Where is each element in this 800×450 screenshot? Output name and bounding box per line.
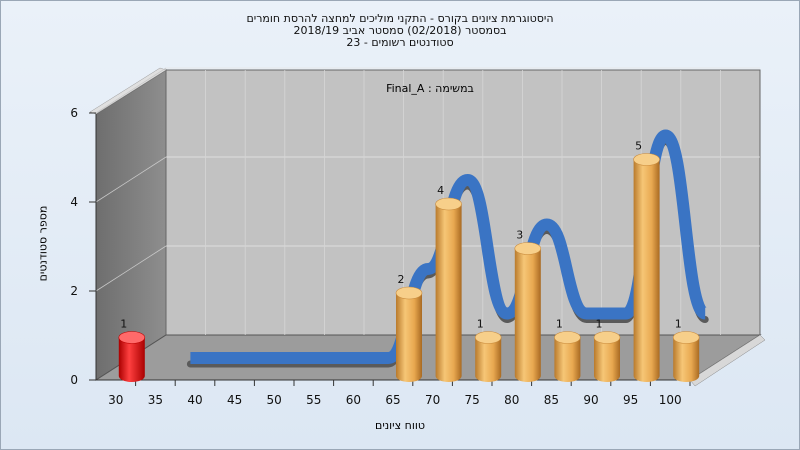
y-tick-label: 2 xyxy=(70,284,78,298)
x-tick-label: 30 xyxy=(108,393,123,407)
y-tick-label: 6 xyxy=(70,106,78,120)
bar-top-30 xyxy=(118,331,146,344)
gridline-side xyxy=(95,67,167,114)
x-tick-label: 65 xyxy=(385,393,400,407)
chart-student-count: סטודנטים רשומים - 23 xyxy=(346,36,454,49)
bar-top-100 xyxy=(672,331,700,344)
bar-top-90 xyxy=(593,331,621,344)
data-label-75: 1 xyxy=(477,318,484,331)
x-tick-label: 75 xyxy=(465,393,480,407)
bars: 1 2 4 1 3 1 1 5 1 xyxy=(118,140,700,382)
y-tick-label: 0 xyxy=(70,373,78,387)
x-tick-label: 40 xyxy=(187,393,202,407)
bar-top-85 xyxy=(554,331,581,344)
gridline-side xyxy=(95,245,167,292)
bar-top-70 xyxy=(435,197,462,211)
chart-subtitle: Final_A : במשימה xyxy=(386,82,474,95)
data-label-65: 2 xyxy=(398,273,405,286)
x-axis-label: טווח ציונים xyxy=(375,419,425,432)
data-label-95: 5 xyxy=(635,140,642,153)
bar-100 xyxy=(673,337,700,382)
x-tick-label: 80 xyxy=(504,393,519,407)
data-label-30: 1 xyxy=(120,318,127,331)
bar-30 xyxy=(118,337,145,382)
gridline-side xyxy=(95,156,167,203)
chart-semester: בסמסטר (02/2018) סמסטר אביב 2018/19 xyxy=(293,24,507,37)
bar-85 xyxy=(554,337,581,382)
bar-75 xyxy=(475,337,502,382)
bar-90 xyxy=(594,337,620,382)
data-label-100: 1 xyxy=(675,318,682,331)
x-tick-label: 60 xyxy=(346,393,361,407)
x-tick-label: 100 xyxy=(659,393,682,407)
x-tick-label: 70 xyxy=(425,393,440,407)
bar-top-75 xyxy=(474,331,502,344)
bar-95 xyxy=(633,159,660,382)
x-tick-label: 45 xyxy=(227,393,242,407)
y-axis-label: מספר סטודנטים xyxy=(36,205,50,282)
x-tick-label: 90 xyxy=(583,393,598,407)
back-wall xyxy=(165,69,761,336)
x-tick-label: 95 xyxy=(623,393,638,407)
bar-70 xyxy=(435,204,462,382)
x-tick-label: 50 xyxy=(267,393,282,407)
floor-edge xyxy=(689,334,766,387)
bar-top-95 xyxy=(633,153,660,166)
data-label-85: 1 xyxy=(556,318,563,331)
x-tick-label: 35 xyxy=(148,393,163,407)
y-tick-label: 4 xyxy=(70,195,78,209)
bar-top-80 xyxy=(514,242,542,255)
x-tick-label: 85 xyxy=(544,393,559,407)
bar-80 xyxy=(514,248,541,382)
bar-top-65 xyxy=(395,286,423,300)
data-label-90: 1 xyxy=(596,318,603,331)
data-label-70: 4 xyxy=(437,184,444,197)
chart-title: היסטוגרמת ציונים בקורס - התקני מוליכים ל… xyxy=(246,12,554,25)
data-label-80: 3 xyxy=(516,229,523,242)
x-tick-label: 55 xyxy=(306,393,321,407)
bar-65 xyxy=(396,293,422,382)
